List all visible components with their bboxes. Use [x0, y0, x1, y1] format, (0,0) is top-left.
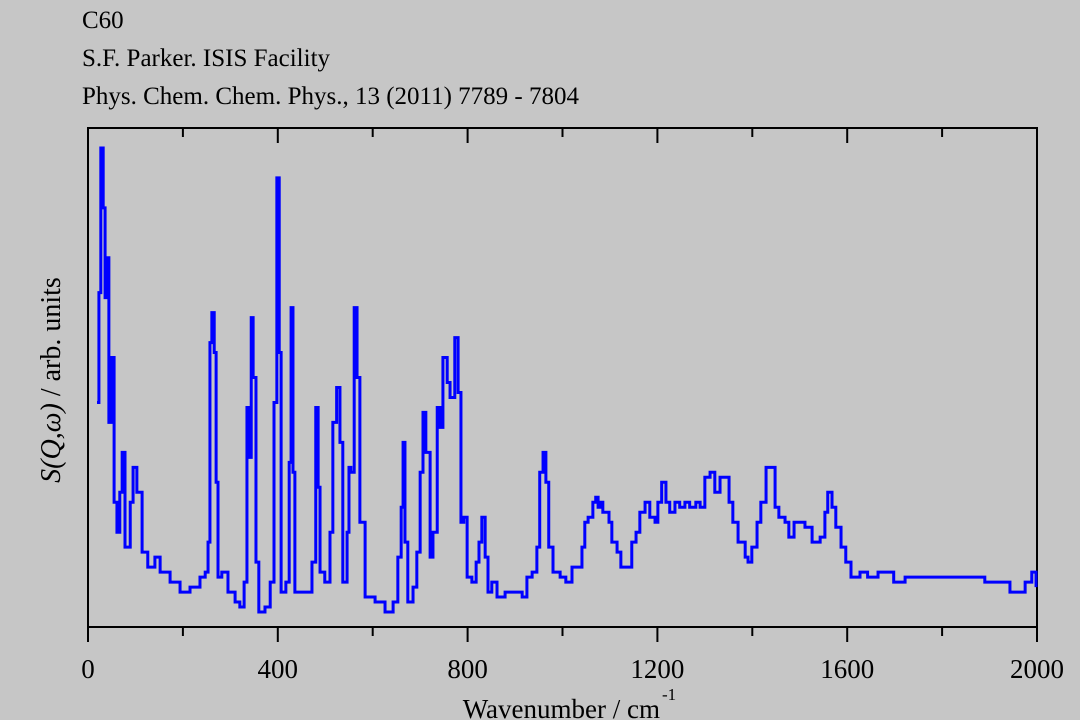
- x-tick-label: 1600: [820, 654, 874, 684]
- x-tick-label: 400: [258, 654, 299, 684]
- y-axis-label-symbol: S(Q,ω): [36, 403, 67, 483]
- plot-frame: [87, 127, 1038, 628]
- x-tick-label: 2000: [1010, 654, 1064, 684]
- x-tick-label: 800: [447, 654, 488, 684]
- y-axis-label-units: / arb. units: [36, 277, 67, 403]
- x-axis-label-superscript: -1: [662, 685, 676, 704]
- x-tick-label: 1200: [630, 654, 684, 684]
- x-axis-label: Wavenumber / cm: [463, 694, 660, 720]
- reference-line: Phys. Chem. Chem. Phys., 13 (2011) 7789 …: [82, 83, 579, 110]
- x-tick-label: 0: [81, 654, 95, 684]
- series-line: [97, 146, 1038, 614]
- author-line: S.F. Parker. ISIS Facility: [82, 45, 331, 72]
- y-axis-label: S(Q,ω) / arb. units: [36, 277, 67, 483]
- chart-title: C60: [82, 7, 124, 34]
